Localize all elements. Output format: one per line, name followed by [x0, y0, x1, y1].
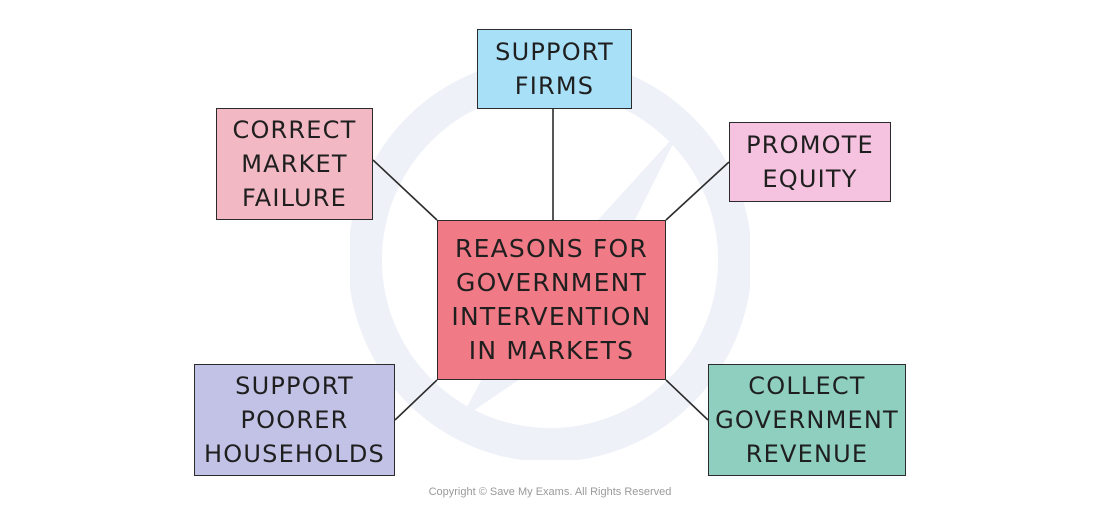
- connector-correct-market-failure: [372, 159, 438, 221]
- node-line: CORRECT: [232, 115, 357, 144]
- copyright-text: Copyright © Save My Exams. All Rights Re…: [428, 486, 672, 498]
- node-line: COLLECT: [748, 371, 866, 400]
- connector-support-poorer-households: [394, 379, 438, 421]
- node-collect-government-revenue: COLLECT GOVERNMENT REVENUE: [708, 364, 906, 476]
- node-line: GOVERNMENT: [715, 405, 899, 434]
- node-line: SUPPORT: [495, 37, 614, 66]
- node-line: INTERVENTION: [451, 302, 652, 331]
- node-line: IN MARKETS: [468, 336, 635, 365]
- node-line: GOVERNMENT: [456, 268, 647, 297]
- connector-collect-government-revenue: [665, 379, 709, 421]
- node-promote-equity: PROMOTE EQUITY: [729, 122, 891, 202]
- node-support-poorer-households: SUPPORT POORER HOUSEHOLDS: [194, 364, 395, 476]
- connector-promote-equity: [665, 161, 730, 221]
- node-line: SUPPORT: [235, 371, 354, 400]
- node-line: FAILURE: [241, 184, 348, 213]
- node-line: MARKET: [241, 149, 348, 178]
- node-line: REVENUE: [745, 440, 869, 469]
- node-support-firms: SUPPORT FIRMS: [477, 29, 632, 109]
- node-line: FIRMS: [514, 72, 595, 100]
- node-line: REASONS FOR: [455, 234, 648, 263]
- node-correct-market-failure: CORRECT MARKET FAILURE: [216, 108, 373, 220]
- node-center-reasons: REASONS FOR GOVERNMENT INTERVENTION IN M…: [437, 220, 666, 380]
- node-line: PROMOTE: [746, 130, 874, 159]
- node-line: POORER: [240, 405, 349, 434]
- node-line: EQUITY: [762, 165, 858, 193]
- node-line: HOUSEHOLDS: [204, 440, 385, 469]
